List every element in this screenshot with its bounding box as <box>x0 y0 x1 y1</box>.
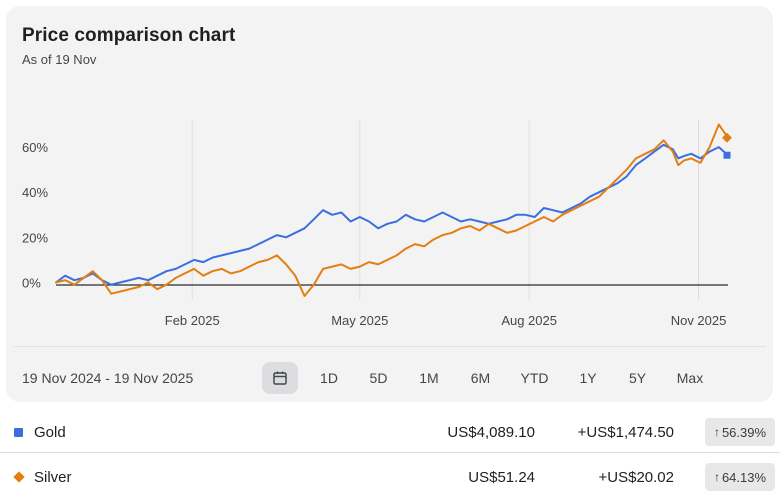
asset-name: Silver <box>34 468 72 486</box>
asset-pct: 64.13% <box>721 469 767 485</box>
series-end-markers <box>722 132 732 159</box>
y-axis-ticks: 0% 20% 40% 60% <box>22 140 48 290</box>
y-tick-label: 0% <box>22 275 41 290</box>
period-selector: 1D 5D 1M 6M YTD 1Y 5Y Max <box>305 362 719 394</box>
period-5y[interactable]: 5Y <box>628 370 647 386</box>
asset-row-silver[interactable]: Silver US$51.24 +US$20.02 ↑ 64.13% <box>0 455 780 499</box>
arrow-up-icon: ↑ <box>713 470 720 484</box>
asset-pct: 56.39% <box>721 424 767 440</box>
chart-title: Price comparison chart <box>22 25 236 46</box>
calendar-icon <box>273 371 287 385</box>
arrow-up-icon: ↑ <box>713 425 720 439</box>
asset-row-gold[interactable]: Gold US$4,089.10 +US$1,474.50 ↑ 56.39% <box>0 410 780 454</box>
asset-price: US$4,089.10 <box>447 423 535 441</box>
x-tick-label: Nov 2025 <box>671 313 727 328</box>
series-lines <box>55 123 729 297</box>
price-chart[interactable]: 0% 20% 40% 60% Feb 2025 May 2025 Aug 2025 Nov … <box>0 0 780 345</box>
period-6m[interactable]: 6M <box>470 370 491 386</box>
asset-price: US$51.24 <box>468 468 535 486</box>
chart-subtitle: As of 19 Nov <box>22 52 97 67</box>
controls-divider <box>14 346 766 347</box>
calendar-button[interactable] <box>262 362 298 394</box>
period-max[interactable]: Max <box>676 370 704 386</box>
chart-card <box>6 6 773 402</box>
end-marker-silver <box>722 132 732 143</box>
period-1d[interactable]: 1D <box>320 370 338 386</box>
x-gridlines <box>191 120 700 300</box>
asset-pct-badge: ↑ 64.13% <box>705 463 775 491</box>
x-tick-label: May 2025 <box>331 313 388 328</box>
asset-pct-badge: ↑ 56.39% <box>705 418 775 446</box>
period-5d[interactable]: 5D <box>369 370 388 386</box>
asset-name: Gold <box>34 423 66 441</box>
x-tick-label: Aug 2025 <box>501 313 557 328</box>
y-tick-label: 60% <box>22 140 48 155</box>
series-line-silver <box>55 123 729 297</box>
x-axis-ticks: Feb 2025 May 2025 Aug 2025 Nov 2025 <box>165 313 727 328</box>
asset-change: +US$20.02 <box>598 468 674 486</box>
period-ytd[interactable]: YTD <box>520 370 549 386</box>
gold-square-marker <box>14 427 23 437</box>
series-line-gold <box>55 143 729 286</box>
date-range-label[interactable]: 19 Nov 2024 - 19 Nov 2025 <box>22 370 194 386</box>
silver-diamond-marker <box>13 471 25 483</box>
y-tick-label: 40% <box>22 185 48 200</box>
end-marker-gold <box>723 151 731 159</box>
asset-change: +US$1,474.50 <box>577 423 674 441</box>
row-divider <box>0 452 780 453</box>
period-1m[interactable]: 1M <box>419 370 439 386</box>
period-1y[interactable]: 1Y <box>579 370 597 386</box>
y-tick-label: 20% <box>22 230 48 245</box>
x-tick-label: Feb 2025 <box>165 313 220 328</box>
